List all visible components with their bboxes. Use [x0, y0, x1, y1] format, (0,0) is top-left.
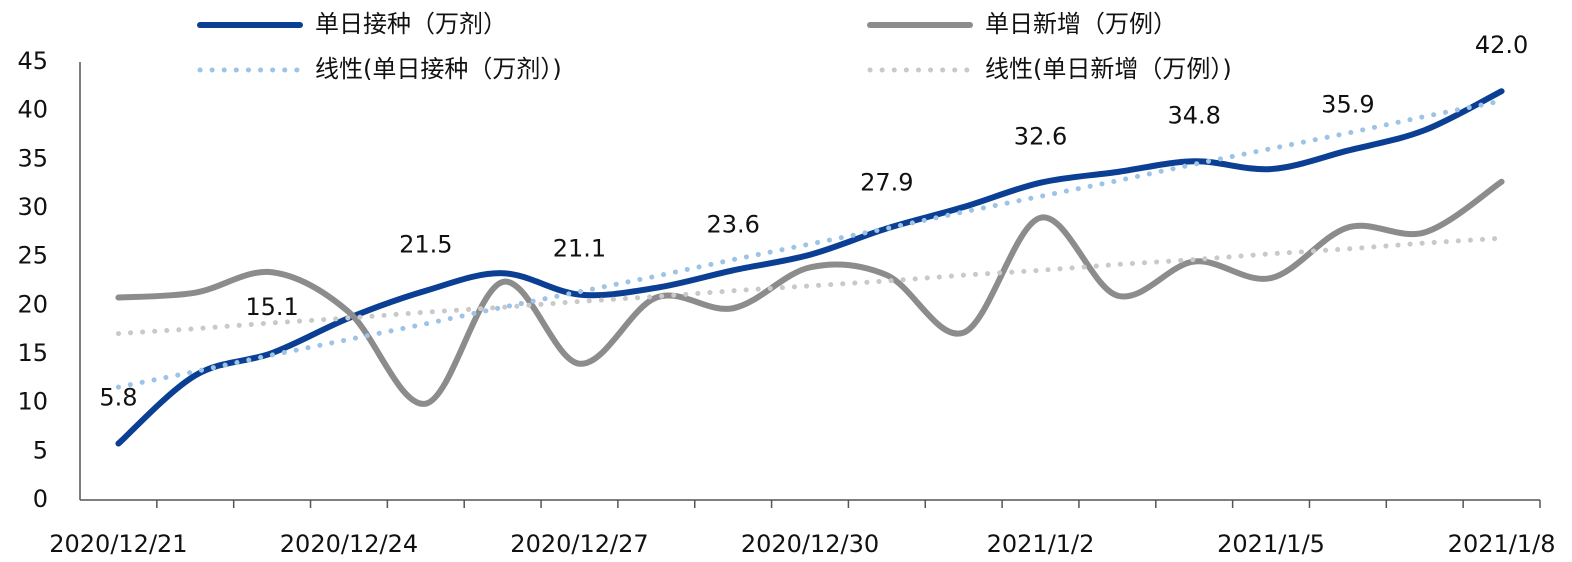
data-label: 15.1 — [245, 293, 298, 321]
data-label: 21.1 — [553, 235, 606, 263]
y-tick-label: 10 — [17, 388, 48, 416]
x-tick-label: 2020/12/30 — [741, 530, 879, 558]
y-tick-label: 25 — [17, 242, 48, 270]
y-tick-label: 45 — [17, 47, 48, 75]
legend-label: 线性(单日接种（万剂）) — [315, 55, 562, 83]
x-tick-label: 2020/12/24 — [280, 530, 418, 558]
legend-label: 单日新增（万例） — [985, 10, 1177, 38]
y-tick-label: 20 — [17, 290, 48, 318]
x-tick-label: 2021/1/8 — [1448, 530, 1556, 558]
data-label: 21.5 — [399, 231, 452, 259]
legend-label: 线性(单日新增（万例）) — [985, 55, 1232, 83]
y-tick-label: 30 — [17, 193, 48, 221]
data-label: 34.8 — [1167, 101, 1220, 129]
y-tick-label: 35 — [17, 144, 48, 172]
y-tick-label: 0 — [33, 485, 48, 513]
x-tick-label: 2020/12/21 — [49, 530, 187, 558]
trend-line — [115, 235, 1505, 337]
y-tick-label: 40 — [17, 96, 48, 124]
data-label: 42.0 — [1475, 31, 1528, 59]
series-line — [115, 178, 1505, 407]
data-label: 23.6 — [706, 210, 759, 238]
trend-line — [115, 98, 1505, 390]
y-tick-label: 15 — [17, 339, 48, 367]
series-line — [115, 88, 1505, 447]
x-tick-label: 2021/1/5 — [1217, 530, 1325, 558]
data-label: 35.9 — [1321, 91, 1374, 119]
legend-label: 单日接种（万剂） — [315, 10, 507, 38]
x-tick-label: 2021/1/2 — [987, 530, 1095, 558]
data-label: 32.6 — [1014, 123, 1067, 151]
y-tick-label: 5 — [33, 436, 48, 464]
data-label: 27.9 — [860, 168, 913, 196]
x-tick-label: 2020/12/27 — [510, 530, 648, 558]
